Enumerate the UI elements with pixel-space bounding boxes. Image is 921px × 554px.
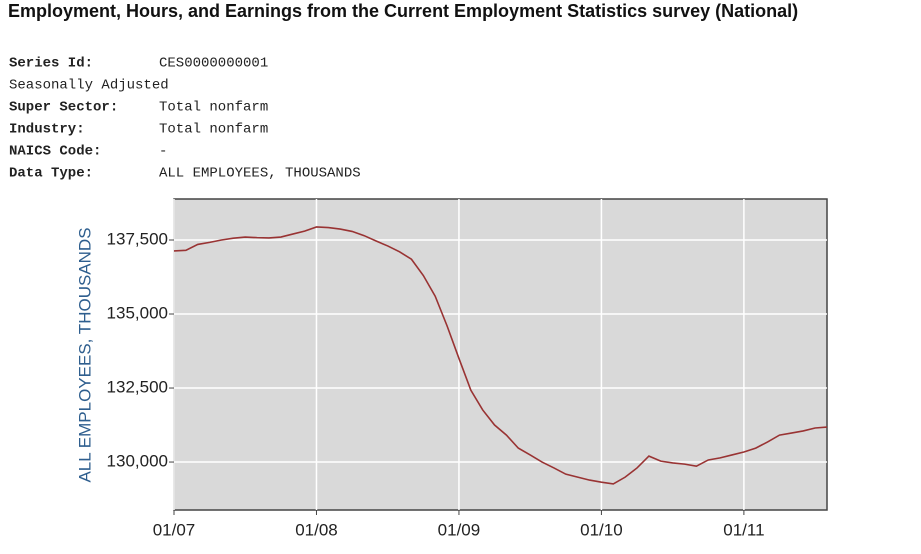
y-tick-label: 130,000 [107, 452, 168, 471]
series-line [173, 226, 828, 485]
y-axis-label: ALL EMPLOYEES, THOUSANDS [75, 227, 94, 482]
info-value: - [159, 144, 167, 160]
info-label: Super Sector: [9, 100, 118, 116]
info-label: Data Type: [9, 166, 93, 182]
info-label: Industry: [9, 122, 85, 138]
page-title: Employment, Hours, and Earnings from the… [8, 1, 798, 21]
x-tick-label: 01/11 [723, 520, 764, 539]
info-text: Seasonally Adjusted [9, 78, 169, 94]
info-value: ALL EMPLOYEES, THOUSANDS [159, 166, 361, 182]
y-tick-label: 135,000 [107, 303, 168, 322]
info-label: Series Id: [9, 56, 93, 72]
info-value: CES0000000001 [159, 56, 268, 72]
info-value: Total nonfarm [159, 122, 268, 138]
info-value: Total nonfarm [159, 100, 268, 116]
x-tick-label: 01/09 [438, 520, 481, 539]
plot-area [173, 198, 828, 511]
x-tick-label: 01/07 [153, 520, 196, 539]
y-tick-label: 137,500 [107, 229, 168, 248]
info-label: NAICS Code: [9, 144, 101, 160]
y-tick-label: 132,500 [107, 378, 168, 397]
x-tick-label: 01/08 [295, 520, 338, 539]
x-tick-label: 01/10 [580, 520, 623, 539]
